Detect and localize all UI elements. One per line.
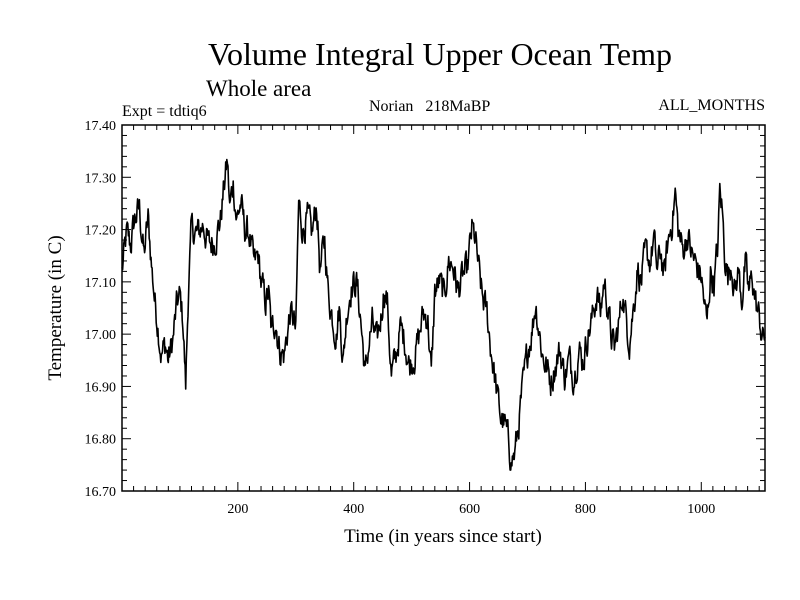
y-tick-label: 16.90 — [85, 380, 117, 395]
x-tick-label: 600 — [459, 502, 480, 517]
y-tick-label: 17.20 — [85, 224, 117, 239]
plot-frame — [121, 124, 766, 492]
x-tick-label: 400 — [343, 502, 364, 517]
y-tick-label: 17.40 — [85, 119, 117, 134]
x-tick-label: 200 — [227, 502, 248, 517]
chart-subtitle: Whole area — [206, 76, 311, 101]
y-tick-labels: 16.70 16.80 16.90 17.00 17.10 17.20 17.30 17.40 — [85, 119, 117, 500]
y-tick-label: 16.70 — [85, 485, 117, 500]
y-tick-label: 17.10 — [85, 276, 117, 291]
temperature-series-line — [121, 158, 766, 471]
experiment-label: Expt = tdtiq6 — [122, 103, 207, 120]
x-tick-labels: 200 400 600 800 1000 — [227, 502, 715, 517]
tick-marks — [122, 125, 765, 491]
months-label: ALL_MONTHS — [658, 97, 765, 114]
y-axis-label: Temperature (in C) — [45, 235, 66, 380]
y-tick-label: 17.00 — [85, 328, 117, 343]
x-tick-label: 1000 — [687, 502, 715, 517]
y-tick-label: 16.80 — [85, 433, 117, 448]
chart-title: Volume Integral Upper Ocean Temp — [208, 36, 672, 72]
y-tick-label: 17.30 — [85, 171, 117, 186]
x-tick-label: 800 — [575, 502, 596, 517]
period-label: Norian 218MaBP — [369, 98, 490, 115]
x-axis-label: Time (in years since start) — [344, 526, 542, 547]
